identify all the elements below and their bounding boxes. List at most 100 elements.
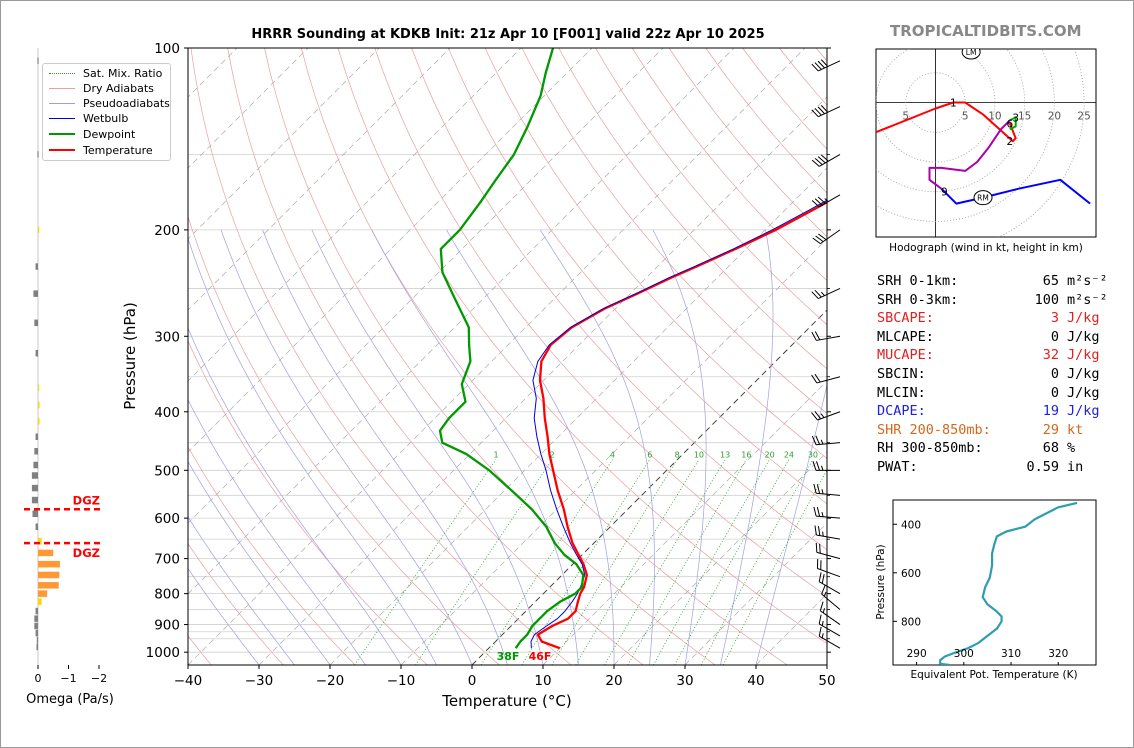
mixing-ratio-label: 10 (694, 451, 704, 460)
x-tick-label: 50 (818, 673, 835, 689)
mixing-ratio-label: 36 (828, 451, 838, 460)
legend-item: Pseudoadiabats (49, 96, 170, 112)
omega-bar (33, 290, 38, 297)
omega-bar (37, 151, 39, 158)
param-unit: J/kg (1067, 328, 1100, 345)
wind-barb (811, 105, 841, 118)
hodograph-ring-label: 5 (902, 111, 909, 123)
hodograph-height-label: 9 (941, 187, 948, 199)
param-row: SRH 0-1km: 65 m²s⁻² (877, 272, 1108, 291)
wind-barb (814, 525, 841, 540)
param-label: SHR 200-850mb: (877, 421, 991, 438)
hodograph-segment (940, 178, 1091, 205)
theta-e-xtick-label: 300 (954, 648, 974, 660)
hodograph-ring (876, 49, 1055, 222)
theta-e-profile (939, 501, 1078, 665)
mixing-ratio-label: 20 (765, 451, 775, 460)
omega-bar (38, 571, 60, 579)
mixing-ratio-label: 6 (647, 451, 652, 460)
hodograph-ring (876, 49, 1026, 193)
x-tick-label: 40 (747, 673, 764, 689)
wind-barb (811, 331, 841, 341)
theta-e-ylabel: Pressure (hPa) (875, 544, 887, 619)
pseudoadiabat (262, 229, 508, 665)
mixing-ratio-line (652, 459, 770, 665)
y-tick-label: 700 (154, 552, 180, 568)
param-row: SHR 200-850mb: 29 kt (877, 421, 1108, 440)
param-value: 0 (1050, 365, 1059, 382)
param-unit: J/kg (1067, 310, 1100, 327)
omega-bar (34, 622, 38, 630)
y-tick-label: 200 (154, 223, 180, 239)
param-value: 0 (1050, 328, 1059, 345)
mixing-ratio-line (700, 459, 814, 665)
hodograph-segment (876, 101, 1017, 143)
mixing-ratio-label: 8 (675, 451, 680, 460)
dry-adiabat (374, 48, 827, 597)
mixing-ratio-line (551, 459, 678, 665)
dry-adiabat (521, 48, 827, 414)
legend-label: Sat. Mix. Ratio (83, 67, 163, 80)
isotherm (400, 238, 827, 665)
param-row: SRH 0-3km: 100 m²s⁻² (877, 291, 1108, 310)
wind-barb (818, 572, 841, 595)
dry-adiabat (337, 48, 827, 645)
param-row: MLCAPE: 0 J/kg (877, 328, 1108, 347)
isotherm (188, 48, 735, 595)
param-value: 0.59 (1026, 458, 1059, 475)
wind-barb (811, 59, 841, 72)
param-unit: in (1067, 458, 1084, 475)
mixing-ratio-line (674, 459, 790, 665)
theta-e-ticks: 290 300 310 320 400 600 800 (893, 519, 1068, 665)
mixing-ratio-label: 30 (808, 451, 818, 460)
param-label: PWAT: (877, 458, 918, 475)
wind-barb (818, 614, 841, 637)
param-unit: % (1067, 440, 1076, 457)
y-tick-label: 600 (154, 511, 180, 527)
param-row: SBCAPE: 3 J/kg (877, 309, 1108, 328)
profile-temperature (536, 200, 827, 650)
legend-label: Dewpoint (83, 128, 136, 141)
omega-bar (35, 349, 38, 357)
pseudoadiabat (371, 229, 579, 665)
wind-barb (815, 542, 841, 560)
wind-barb (811, 194, 841, 208)
pseudoadiabat (539, 229, 655, 665)
parameter-table: SRH 0-1km: 65 m²s⁻² SRH 0-3km: 100 m²s⁻² SBCAP… (877, 272, 1108, 477)
omega-bar (38, 549, 54, 557)
hodograph-ring (876, 49, 996, 163)
dry-adiabat (190, 48, 572, 665)
pseudoadiabat (188, 460, 331, 665)
hodograph-frame (875, 48, 1097, 238)
wind-barb (818, 626, 841, 649)
legend-swatch-dry-adiabat (49, 88, 75, 89)
x-tick-label: 20 (605, 673, 622, 689)
legend-label: Temperature (83, 144, 153, 157)
dry-adiabat (411, 48, 827, 551)
skewt-profiles (438, 48, 827, 650)
mixing-ratio-line (415, 459, 553, 665)
mixing-ratio-line (575, 459, 700, 665)
storm-motion-marker (973, 190, 993, 206)
param-label: MLCAPE: (877, 328, 934, 345)
param-row: PWAT: 0.59 in (877, 458, 1108, 477)
surface-dewpoint-label: 38F (497, 650, 520, 663)
param-unit: J/kg (1067, 365, 1100, 382)
hodograph-ring-label: 5 (962, 111, 969, 123)
storm-motion-marker (961, 49, 981, 60)
chart-title: HRRR Sounding at KDKB Init: 21z Apr 10 [… (251, 27, 765, 42)
pseudoadiabat (188, 237, 437, 665)
omega-bar (35, 629, 38, 637)
hodograph-ring (997, 49, 1085, 237)
legend-label: Dry Adiabats (83, 82, 154, 95)
wind-barb (821, 585, 841, 610)
mixing-ratio-label: 1 (493, 451, 498, 460)
pseudoadiabat (220, 229, 473, 665)
wind-barb (813, 483, 841, 496)
omega-bar (36, 636, 38, 644)
pseudoadiabat (188, 327, 402, 665)
hodograph-panel: 5 10 15 20 25 5 1 2 36 9 LM RM Hodograph (wind in … (875, 48, 1097, 254)
omega-bar (38, 537, 42, 545)
dry-adiabat (558, 48, 827, 370)
